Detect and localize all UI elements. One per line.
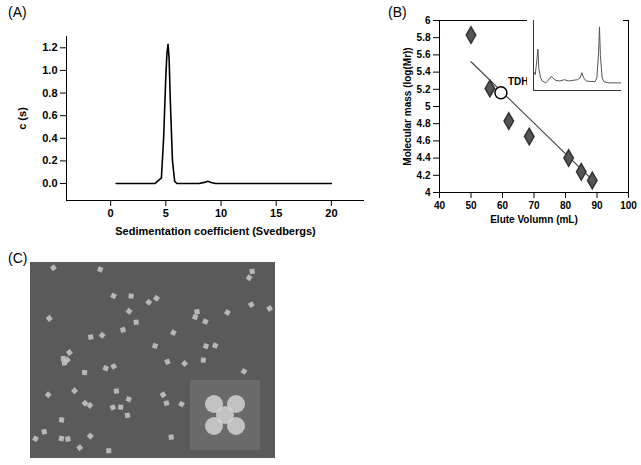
svg-text:4.6: 4.6 [417,135,431,146]
svg-text:5.2: 5.2 [417,84,431,95]
svg-text:6: 6 [425,15,431,26]
svg-text:4.8: 4.8 [417,118,431,129]
html-text:(B): (B) [388,4,407,20]
svg-text:5.8: 5.8 [417,32,431,43]
svg-text:0: 0 [108,207,114,219]
svg-text:TDHᵂᵀ: TDHᵂᵀ [507,75,540,87]
svg-text:20: 20 [325,207,337,219]
html-text:(C): (C) [8,250,28,266]
svg-text:Sedimentation coefficient (Sve: Sedimentation coefficient (Svedbergs) [115,225,316,237]
svg-text:0.6: 0.6 [42,109,57,121]
html-text:(A): (A) [8,4,27,20]
svg-text:10: 10 [215,207,227,219]
svg-text:4: 4 [425,187,431,198]
svg-text:Molecular mass (log(Mr)): Molecular mass (log(Mr)) [402,47,413,165]
svg-text:90: 90 [591,200,603,211]
svg-text:5.6: 5.6 [417,49,431,60]
svg-text:70: 70 [528,200,540,211]
svg-text:4.2: 4.2 [417,170,431,181]
svg-text:c (s): c (s) [16,107,28,130]
svg-text:50: 50 [465,200,477,211]
svg-text:5: 5 [425,101,431,112]
svg-text:1.0: 1.0 [42,64,57,76]
svg-text:5: 5 [163,207,169,219]
svg-text:40: 40 [434,200,446,211]
svg-text:15: 15 [270,207,282,219]
svg-text:1.2: 1.2 [42,41,57,53]
svg-text:4.4: 4.4 [417,152,431,163]
svg-text:0.2: 0.2 [42,154,57,166]
svg-text:0.4: 0.4 [42,132,58,144]
svg-text:Elute Volumn (mL): Elute Volumn (mL) [490,214,578,225]
svg-text:5.4: 5.4 [417,66,431,77]
svg-text:0.8: 0.8 [42,87,57,99]
svg-text:0.0: 0.0 [42,177,57,189]
svg-text:60: 60 [497,200,509,211]
svg-text:100: 100 [620,200,637,211]
svg-text:80: 80 [560,200,572,211]
